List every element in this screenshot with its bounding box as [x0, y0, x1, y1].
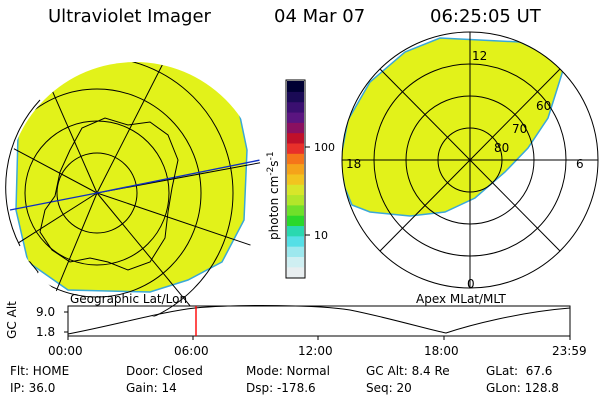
- dsp-value: Dsp: -178.6: [246, 381, 316, 395]
- colorbar-swatch: [287, 163, 304, 175]
- date-label: 04 Mar 07: [274, 6, 366, 27]
- imager-coverage: [15, 62, 248, 293]
- apex-polar-plot: 12 18 6 0 60 70 80: [341, 31, 599, 291]
- gain-value: Gain: 14: [126, 381, 177, 395]
- colorbar-swatch: [287, 194, 304, 206]
- time-label: 06:25:05 UT: [430, 6, 541, 27]
- altitude-x-ticks: [64, 311, 571, 340]
- mlat-label-80: 80: [494, 141, 509, 155]
- instrument-title: Ultraviolet Imager: [48, 6, 211, 27]
- x-tick-label-0600: 06:00: [174, 344, 209, 358]
- altitude-y-tick-min: 1.8: [36, 325, 56, 339]
- map-edge: [5, 99, 41, 247]
- mlt-label-0: 0: [467, 277, 475, 291]
- colorbar-swatch: [287, 153, 304, 165]
- gc-altitude: GC Alt: 8.4 Re: [366, 364, 450, 378]
- x-tick-label-1800: 18:00: [424, 344, 459, 358]
- colorbar-swatch: [287, 235, 304, 247]
- colorbar-swatch: [287, 256, 304, 268]
- coastline: [39, 117, 179, 271]
- colorbar-swatch: [287, 81, 304, 92]
- mlat-label-70: 70: [512, 122, 527, 136]
- colorbar-swatch: [287, 225, 304, 237]
- colorbar-swatch: [287, 215, 304, 227]
- colorbar-label-100: 100: [314, 141, 335, 154]
- colorbar-swatch: [287, 101, 304, 113]
- apex-label: Apex MLat/MLT: [416, 292, 506, 306]
- colorbar-swatch: [287, 204, 304, 216]
- altitude-curve: [67, 305, 571, 335]
- colorbar-unit: photon cm-2s-1: [266, 151, 281, 240]
- door-status: Door: Closed: [126, 364, 203, 378]
- ip-value: IP: 36.0: [10, 381, 56, 395]
- altitude-y-label: GC Alt: [5, 301, 19, 339]
- colorbar-swatch: [287, 91, 304, 103]
- colorbar-swatch: [287, 173, 304, 185]
- x-tick-label-0000: 00:00: [48, 344, 83, 358]
- altitude-plot-frame: [67, 305, 571, 337]
- mlat-label-60: 60: [536, 99, 551, 113]
- colorbar-swatch: [287, 142, 304, 154]
- colorbar-swatch: [287, 122, 304, 134]
- x-tick-label-2359: 23:59: [552, 344, 587, 358]
- colorbar-swatch: [287, 266, 304, 278]
- mode-value: Mode: Normal: [246, 364, 330, 378]
- colorbar-swatch: [287, 184, 304, 196]
- colorbar-swatch: [287, 132, 304, 144]
- sequence-number: Seq: 20: [366, 381, 412, 395]
- colorbar-swatch: [287, 246, 304, 257]
- colorbar-swatch: [287, 111, 304, 123]
- mlt-label-12: 12: [472, 49, 487, 63]
- colorbar-label-10: 10: [314, 229, 328, 242]
- ground-track: [9, 157, 263, 211]
- mlt-label-6: 6: [576, 157, 584, 171]
- mlt-label-18: 18: [346, 157, 361, 171]
- geo-latitude: GLat: 67.6: [486, 364, 553, 378]
- altitude-y-tick-max: 9.0: [36, 305, 56, 319]
- imager-coverage-mlat: [342, 37, 566, 217]
- coast-fragment-ne: [211, 62, 243, 91]
- geo-longitude: GLon: 128.8: [486, 381, 559, 395]
- x-tick-label-1200: 12:00: [298, 344, 333, 358]
- colorbar: 100 10 photon cm-2s-1: [266, 79, 335, 279]
- polar-mlt-lines: [342, 32, 598, 288]
- altitude-plot: [64, 305, 571, 340]
- colorbar-frame: [285, 79, 306, 279]
- flight-mode: Flt: HOME: [10, 364, 70, 378]
- geographic-label: Geographic Lat/Lon: [70, 292, 188, 306]
